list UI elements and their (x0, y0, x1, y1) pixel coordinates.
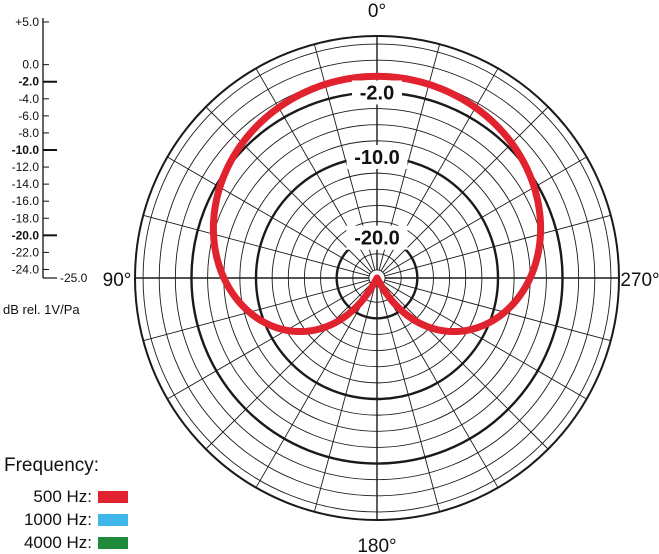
unit-label: dB rel. 1V/Pa (3, 302, 80, 317)
scale-tick-label: -10.0 (12, 143, 40, 157)
grid-spoke (382, 106, 549, 273)
grid-spoke (143, 279, 370, 342)
grid-spoke (384, 279, 611, 342)
angle-label-0: 0° (368, 1, 386, 22)
ring-label-bg (346, 225, 408, 250)
legend-swatch (98, 537, 128, 549)
grid-spoke (382, 283, 549, 450)
ring-label-bg (346, 145, 408, 169)
legend-label: 500 Hz: (33, 487, 92, 506)
scale-tick-label: -20.0 (12, 228, 40, 242)
series-curve-1 (209, 72, 545, 336)
grid-spoke (167, 156, 371, 275)
scale-tick-label: -2.0 (18, 75, 39, 89)
legend-item: 500 Hz: (4, 487, 128, 507)
ring-label: -2.0 (360, 82, 394, 104)
grid-spoke (383, 156, 587, 275)
grid-spoke (143, 214, 370, 277)
angle-label-270: 270° (620, 270, 659, 291)
scale-tick-label: -24.0 (12, 262, 40, 276)
legend-label: 4000 Hz: (23, 533, 92, 552)
scale-tick-label: -6.0 (18, 109, 39, 123)
angle-labels: 0° 90° 180° 270° (103, 1, 659, 554)
grid-spoke (384, 214, 611, 277)
grid-spoke (378, 285, 441, 512)
legend-item: 1000 Hz: (4, 510, 128, 530)
ring-label-bg (352, 80, 402, 105)
grid-spoke (313, 285, 376, 512)
scale-tick-label: -4.0 (18, 92, 39, 106)
scale-tick-label: -12.0 (12, 160, 40, 174)
polar-curves (209, 72, 545, 336)
legend-swatch (98, 514, 128, 526)
scale-tick-label: +5.0 (15, 15, 39, 29)
scale-tick-label: -22.0 (12, 245, 40, 259)
grid-spoke (255, 284, 374, 488)
legend-label: 1000 Hz: (23, 510, 92, 529)
legend-item: 4000 Hz: (4, 533, 128, 553)
ring-label: -20.0 (354, 228, 400, 250)
legend-title: Frequency: (4, 455, 100, 476)
angle-label-90: 90° (103, 270, 132, 291)
legend-swatch (98, 491, 128, 503)
grid-spoke (380, 284, 499, 488)
ring-labels: -2.0 -10.0 -20.0 (346, 80, 408, 250)
scale-tick-label: -8.0 (18, 126, 39, 140)
db-scale: +5.0 0.0 -2.0 -4.0 -6.0 -8.0 -10.0 -12.0 -14.0 -1… (12, 15, 88, 285)
scale-tick-label: -25.0 (60, 271, 88, 285)
grid-spoke (205, 106, 372, 273)
scale-tick-label: -18.0 (12, 211, 40, 225)
grid-spoke (205, 283, 372, 450)
scale-tick-label: -16.0 (12, 194, 40, 208)
scale-tick-label: 0.0 (22, 58, 39, 72)
ring-label: -10.0 (354, 147, 400, 169)
grid-spoke (383, 281, 587, 400)
angle-label-180: 180° (357, 536, 396, 554)
scale-tick-label: -14.0 (12, 177, 40, 191)
grid-spoke (167, 281, 371, 400)
